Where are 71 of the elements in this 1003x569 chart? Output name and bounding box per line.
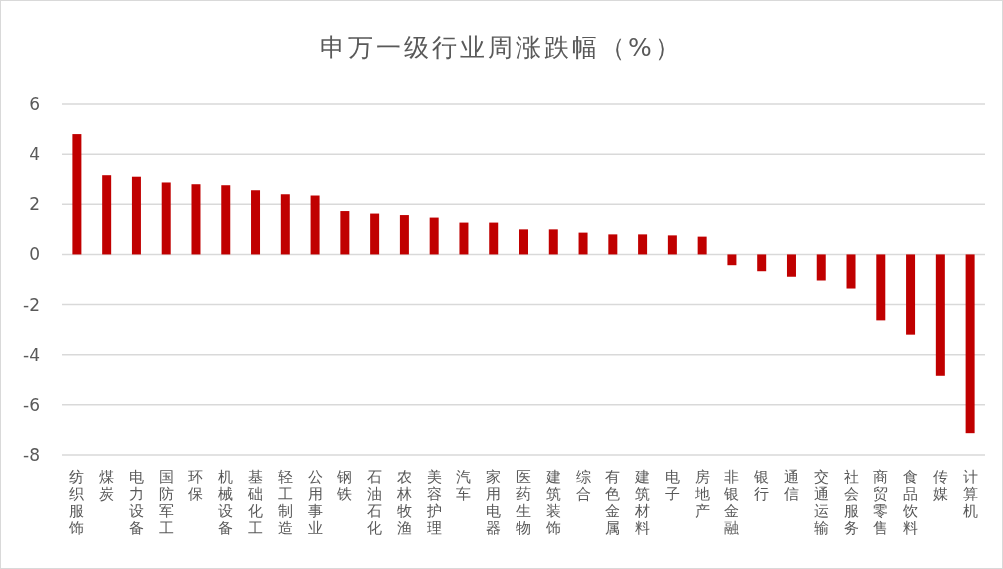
bar: [876, 254, 886, 321]
y-tick-label: 0: [29, 244, 40, 265]
bar: [131, 176, 141, 255]
x-tick-label: 社会服务: [843, 468, 859, 537]
x-tick-label: 汽车: [456, 468, 472, 503]
bar: [459, 222, 469, 255]
bar: [310, 195, 320, 255]
bar: [102, 175, 112, 255]
bar: [816, 254, 826, 281]
x-tick-label: 建筑装饰: [544, 468, 561, 537]
x-tick-label: 轻工制造: [277, 468, 293, 537]
y-tick-label: 6: [29, 94, 40, 114]
x-tick-label: 有色金属: [605, 468, 621, 537]
x-tick-label: 国防军工: [158, 468, 174, 537]
x-tick-label: 医药生物: [516, 468, 531, 537]
x-tick-label: 食品饮料: [902, 468, 919, 537]
bar: [578, 232, 588, 255]
x-tick-label: 美容护理: [425, 468, 442, 537]
bar: [906, 254, 916, 335]
x-tick-label: 电力设备: [128, 468, 144, 537]
x-tick-label: 综合: [575, 468, 591, 503]
x-tick-label: 家用电器: [486, 468, 502, 537]
bar: [399, 215, 409, 255]
bar: [519, 229, 528, 255]
bar: [608, 234, 618, 255]
x-tick-label: 机械设备: [218, 468, 234, 537]
chart-title: 申万一级行业周涨跌幅（%）: [320, 33, 683, 62]
bar: [340, 211, 350, 255]
bar: [251, 190, 261, 255]
y-tick-label: -4: [23, 344, 40, 365]
x-tick-label: 非银金融: [723, 468, 740, 537]
x-tick-label: 传媒: [932, 468, 948, 503]
bar: [161, 182, 171, 255]
bar: [370, 213, 380, 255]
bar: [489, 222, 499, 255]
y-tick-label: 2: [29, 194, 40, 215]
x-tick-label: 交通运输: [813, 468, 829, 537]
bar: [786, 254, 796, 277]
bar: [727, 254, 737, 266]
x-tick-label: 公用事业: [307, 468, 323, 537]
bar: [667, 235, 677, 255]
x-tick-label: 农林牧渔: [395, 468, 412, 537]
x-tick-label: 商贸零售: [873, 468, 889, 537]
y-tick-label: -6: [23, 394, 40, 415]
x-tick-label: 纺织服饰: [68, 468, 85, 537]
x-tick-label: 计算机: [962, 468, 978, 520]
x-tick-label: 基础化工: [247, 468, 264, 537]
y-tick-label: -8: [23, 445, 40, 465]
bar: [638, 234, 648, 255]
bar: [846, 254, 856, 289]
bar: [221, 185, 231, 255]
x-tick-label: 石油石化: [367, 468, 383, 537]
bar: [757, 254, 767, 272]
y-tick-label: -2: [23, 294, 40, 315]
y-tick-label: 4: [29, 144, 40, 165]
x-tick-label: 钢铁: [336, 468, 353, 503]
x-tick-label: 通信: [783, 468, 799, 503]
x-tick-label: 银行: [753, 468, 770, 503]
bar: [72, 134, 82, 255]
bar: [191, 184, 201, 255]
bar: [935, 254, 945, 376]
bar: [429, 217, 439, 255]
bar: [965, 254, 975, 434]
x-tick-label: 房地产: [693, 468, 710, 520]
bar: [697, 236, 707, 255]
x-tick-label: 环保: [188, 468, 204, 503]
x-tick-label: 建筑材料: [634, 468, 651, 537]
x-tick-label: 煤炭: [99, 468, 115, 503]
bar: [548, 229, 558, 255]
bar: [280, 194, 290, 255]
x-tick-label: 电子: [664, 468, 680, 503]
